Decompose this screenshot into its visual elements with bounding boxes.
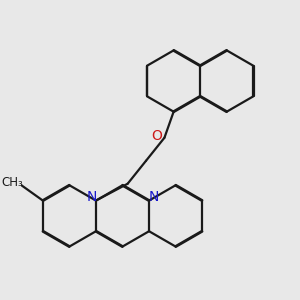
Text: N: N — [86, 190, 97, 204]
Text: N: N — [148, 190, 159, 204]
Text: CH₃: CH₃ — [1, 176, 23, 189]
Text: O: O — [151, 129, 162, 143]
